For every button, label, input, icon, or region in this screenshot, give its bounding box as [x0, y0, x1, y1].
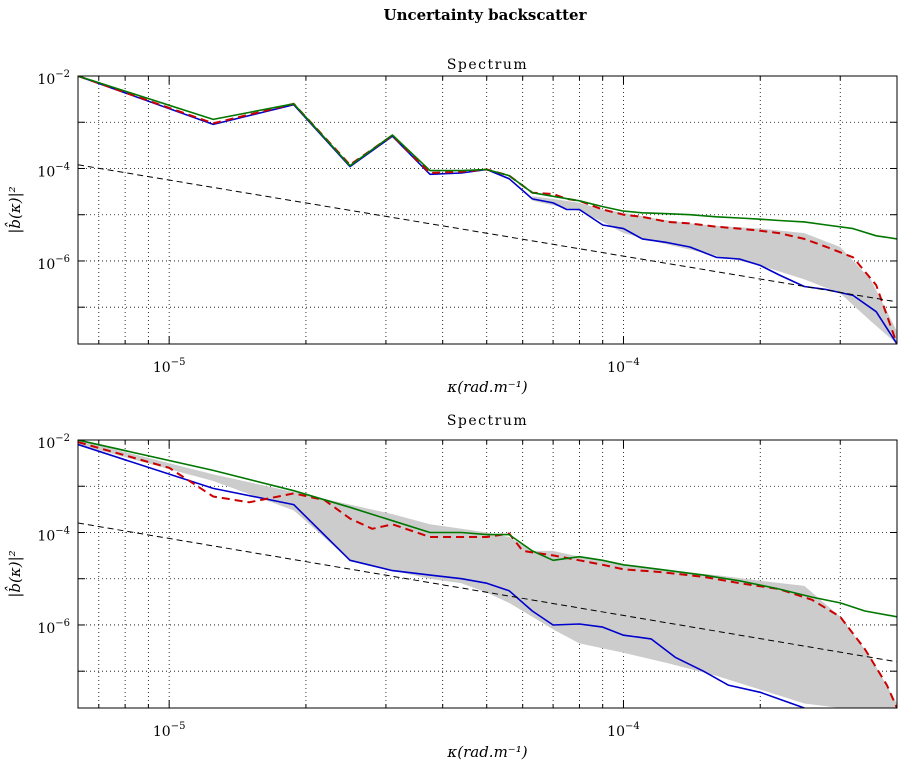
x-axis-label: κ(rad.m⁻¹) [446, 743, 527, 761]
axes-frame [77, 439, 898, 709]
uncertainty-band [78, 440, 897, 708]
x-tick-label: 10−5 [153, 721, 186, 740]
panel-title: Spectrum [447, 413, 528, 429]
plot-area [78, 76, 897, 344]
y-tick-label: 10−4 [37, 525, 70, 544]
series-line-0 [78, 443, 805, 708]
suptitle: Uncertainty backscatter [383, 6, 587, 24]
series-line-3 [78, 522, 897, 663]
plot-area [78, 440, 897, 708]
y-axis-label: |b̂(κ)|² [5, 186, 24, 233]
axes-frame [77, 75, 898, 345]
series-line-2 [78, 76, 897, 240]
y-tick-label: 10−2 [37, 69, 70, 88]
series-line-1 [78, 441, 897, 708]
y-tick-label: 10−6 [37, 618, 70, 637]
x-tick-label: 10−4 [607, 721, 640, 740]
series-line-2 [78, 440, 897, 618]
y-tick-label: 10−2 [37, 433, 70, 452]
y-axis-label: |b̂(κ)|² [5, 550, 24, 597]
x-axis-label: κ(rad.m⁻¹) [446, 378, 527, 396]
x-tick-label: 10−5 [153, 357, 186, 376]
spectrum-panel-bottom: Spectrum 10−5 10−4 10−2 10−4 10−6 κ(rad.m⁻¹) |b… [5, 413, 898, 761]
panel-title: Spectrum [447, 57, 528, 73]
spectrum-panel-top: Spectrum 10−5 10−4 10−2 10−4 10−6 κ(rad.m⁻¹) |b… [5, 57, 898, 396]
x-tick-label: 10−4 [607, 357, 640, 376]
uncertainty-band [532, 196, 897, 344]
y-tick-label: 10−6 [37, 254, 70, 273]
series-line-3 [78, 164, 897, 303]
y-tick-label: 10−4 [37, 161, 70, 180]
